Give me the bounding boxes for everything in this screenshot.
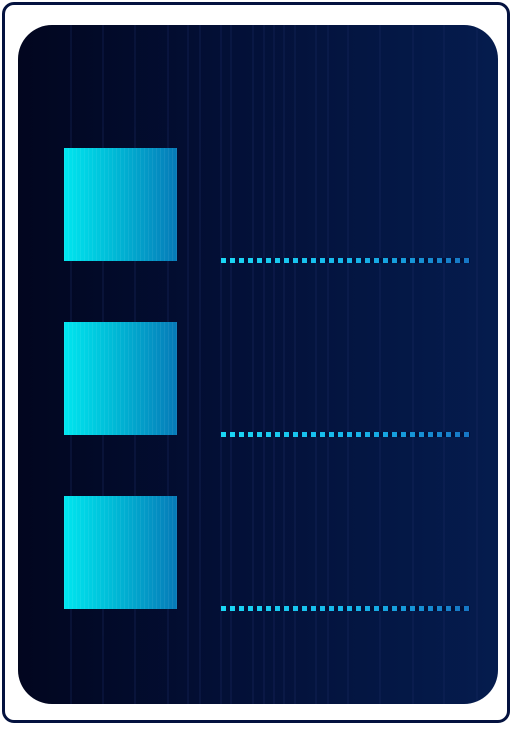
image-placeholder-3 [64,496,177,609]
content-panel [18,25,498,704]
dotted-line-1 [221,258,470,263]
image-placeholder-1 [64,148,177,261]
dotted-line-3 [221,606,470,611]
image-placeholder-2 [64,322,177,435]
dotted-line-2 [221,432,470,437]
